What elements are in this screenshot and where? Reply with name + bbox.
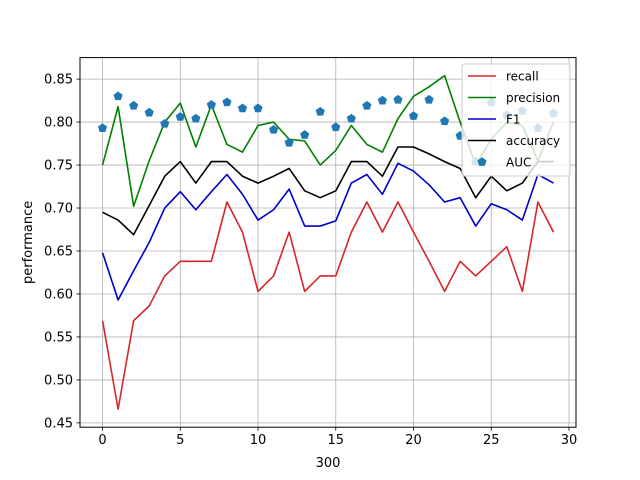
auc-point xyxy=(331,122,341,132)
legend: recall precision F1 accuracy AUC xyxy=(461,63,571,177)
auc-point xyxy=(97,123,108,132)
y-tick-label: 0.45 xyxy=(44,416,73,431)
legend-f1-label: F1 xyxy=(506,113,521,127)
x-tick-label: 15 xyxy=(328,433,345,448)
auc-point xyxy=(346,113,356,123)
y-tick-label: 0.85 xyxy=(44,73,73,88)
y-tick-label: 0.60 xyxy=(44,287,73,302)
y-tick-label: 0.65 xyxy=(44,244,73,259)
x-tick-label: 20 xyxy=(405,433,422,448)
auc-point xyxy=(144,107,154,117)
x-tick-label: 30 xyxy=(561,433,578,448)
auc-point xyxy=(175,112,185,121)
y-tick-label: 0.70 xyxy=(44,202,73,217)
x-tick-label: 10 xyxy=(250,433,267,448)
auc-point xyxy=(113,91,123,101)
auc-point xyxy=(393,94,403,104)
auc-point xyxy=(408,111,419,120)
accuracy-line xyxy=(102,146,554,236)
auc-point xyxy=(253,103,263,113)
x-axis-label: 300 xyxy=(316,456,341,471)
f1-line xyxy=(101,162,554,301)
auc-point xyxy=(237,103,248,113)
y-axis-label: performance xyxy=(21,201,36,284)
auc-point xyxy=(206,100,216,109)
auc-point xyxy=(191,113,201,123)
recall-line xyxy=(101,201,555,410)
y-tick-label: 0.55 xyxy=(44,330,73,345)
legend-precision-label: precision xyxy=(506,91,560,105)
auc-point xyxy=(269,125,279,134)
plot-frame xyxy=(79,57,577,428)
auc-point xyxy=(129,100,139,110)
axis-ticks: 0 5 10 15 20 25 30 0.45 0.50 0.55 0.60 0.65 0.70 0.75… xyxy=(44,73,577,449)
auc-point xyxy=(362,100,372,110)
y-tick-label: 0.75 xyxy=(44,159,73,174)
y-tick-label: 0.50 xyxy=(44,373,73,388)
legend-box xyxy=(461,63,571,177)
x-tick-label: 25 xyxy=(483,433,500,448)
x-tick-label: 0 xyxy=(98,433,106,448)
auc-point xyxy=(424,94,434,104)
legend-auc-label: AUC xyxy=(506,156,531,170)
auc-point xyxy=(440,116,450,126)
auc-point xyxy=(315,106,325,116)
legend-auc-marker xyxy=(477,157,487,166)
auc-point xyxy=(222,97,232,107)
legend-accuracy-label: accuracy xyxy=(506,134,560,148)
x-tick-label: 5 xyxy=(176,433,184,448)
y-tick-label: 0.80 xyxy=(44,116,73,131)
auc-point xyxy=(300,130,310,139)
legend-recall-label: recall xyxy=(506,70,539,84)
auc-point xyxy=(377,95,387,105)
auc-point xyxy=(160,118,170,128)
auc-point xyxy=(284,137,294,147)
